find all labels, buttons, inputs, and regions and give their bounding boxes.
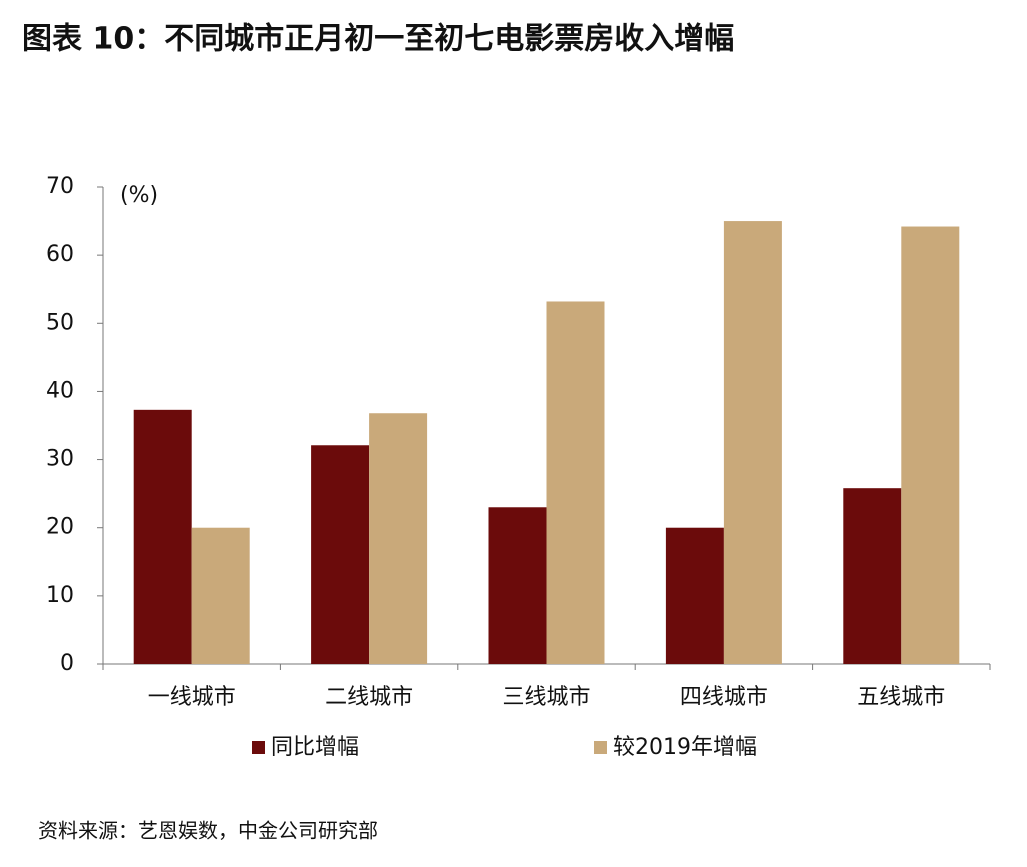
legend-label: 同比增幅 bbox=[271, 735, 359, 760]
x-tick-label: 四线城市 bbox=[680, 685, 768, 710]
bar bbox=[843, 488, 902, 664]
x-tick-label: 五线城市 bbox=[857, 685, 945, 710]
bar bbox=[369, 413, 428, 664]
legend-swatch bbox=[252, 741, 265, 754]
y-tick-label: 10 bbox=[46, 583, 74, 608]
bar bbox=[665, 527, 724, 664]
y-tick-label: 60 bbox=[46, 242, 74, 267]
bar bbox=[488, 507, 547, 664]
bar bbox=[191, 527, 250, 664]
x-tick-label: 一线城市 bbox=[148, 685, 236, 710]
chart-title: 图表 10：不同城市正月初一至初七电影票房收入增幅 bbox=[22, 22, 734, 57]
x-tick-label: 二线城市 bbox=[325, 685, 413, 710]
bar bbox=[723, 221, 782, 665]
y-tick-label: 0 bbox=[60, 651, 74, 676]
y-tick-label: 50 bbox=[46, 310, 74, 335]
y-tick-label: 40 bbox=[46, 378, 74, 403]
legend-swatch bbox=[594, 741, 607, 754]
y-tick-label: 30 bbox=[46, 447, 74, 472]
y-tick-label: 20 bbox=[46, 515, 74, 540]
x-tick-label: 三线城市 bbox=[502, 685, 590, 710]
y-tick-label: 70 bbox=[46, 174, 74, 199]
y-unit-label: (%) bbox=[120, 183, 158, 208]
bar bbox=[546, 301, 605, 664]
source-note: 资料来源：艺恩娱数，中金公司研究部 bbox=[38, 819, 378, 843]
bar bbox=[133, 409, 192, 664]
bar bbox=[311, 445, 370, 664]
legend-label: 较2019年增幅 bbox=[613, 735, 757, 760]
bar bbox=[901, 226, 960, 664]
